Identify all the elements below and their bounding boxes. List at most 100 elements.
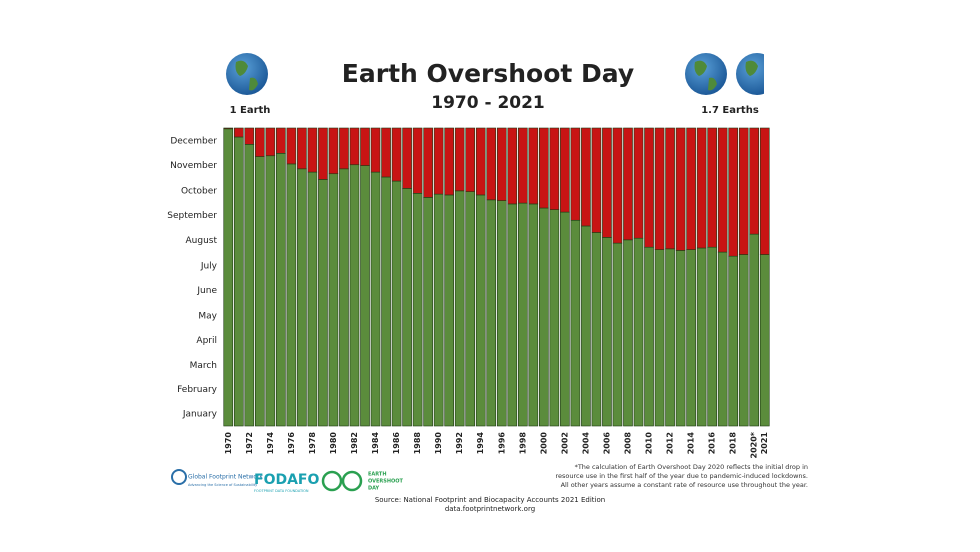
bar-segment	[707, 127, 717, 248]
x-tick-label: 1976	[287, 432, 296, 455]
x-tick-label: 1972	[245, 432, 254, 454]
bar-segment	[665, 248, 675, 427]
bar-segment	[517, 127, 528, 204]
x-tick-label: 1996	[497, 432, 506, 455]
bar-segment	[349, 127, 360, 166]
bar-segment	[507, 127, 518, 205]
logos: Global Footprint Network Advancing the S…	[171, 469, 404, 493]
bar-segment	[402, 188, 412, 427]
y-tick-label: February	[177, 385, 218, 395]
bar-segment	[549, 127, 560, 210]
bar-segment	[549, 209, 560, 427]
bar-segment	[686, 249, 696, 427]
bar-segment	[581, 225, 591, 427]
bar-segment	[560, 211, 570, 427]
bar-segment	[360, 165, 370, 427]
y-tick-label: June	[196, 286, 217, 296]
x-tick-label: 2008	[623, 432, 632, 455]
bar-segment	[254, 127, 265, 157]
bar-segment	[623, 239, 633, 427]
y-tick-label: December	[170, 137, 217, 147]
bar-segment	[339, 168, 349, 427]
x-tick-label: 1984	[371, 432, 380, 455]
bar-segment	[223, 128, 234, 427]
bar-segment	[486, 199, 497, 427]
bar-segment	[591, 232, 602, 427]
x-tick-label: 1970	[224, 432, 233, 455]
bar-segment	[517, 202, 528, 427]
bar-segment	[412, 193, 423, 427]
bar-segment	[654, 249, 665, 427]
logo-text: EARTH	[368, 472, 387, 478]
bar-segment	[276, 153, 286, 427]
bar-segment	[749, 233, 760, 427]
bar-segment	[454, 127, 465, 192]
x-tick-label: 2002	[560, 432, 569, 454]
bar-segment	[644, 127, 654, 248]
annotation: 1 Earth	[230, 105, 271, 116]
y-tick-label: April	[196, 336, 217, 346]
bar-segment	[444, 127, 454, 196]
bar-segment	[454, 190, 465, 427]
bar-segment	[254, 156, 265, 427]
bar-segment	[223, 127, 234, 130]
bar-segment	[233, 136, 244, 427]
bar-segment	[728, 255, 739, 427]
footnote: resource use in the first half of the ye…	[555, 472, 808, 480]
bar-segment	[276, 127, 286, 154]
logo-text: FODAFO	[254, 472, 319, 488]
bar-segment	[423, 197, 433, 427]
y-tick-label: January	[182, 409, 218, 419]
bar-segment	[381, 176, 391, 427]
bar-segment	[675, 250, 686, 427]
x-tick-label: 2000	[539, 432, 548, 455]
y-tick-label: November	[170, 161, 217, 171]
bar-segment	[581, 127, 591, 227]
bar-segment	[738, 127, 749, 255]
bar-segment	[307, 127, 318, 173]
bar-segment	[696, 127, 707, 249]
bar-segment	[496, 200, 507, 427]
bar-segment	[381, 127, 391, 178]
bar-segment	[717, 251, 728, 427]
bar-segment	[391, 127, 402, 182]
bar-segment	[433, 127, 444, 195]
bar-segment	[570, 127, 581, 221]
x-tick-label: 2004	[581, 432, 590, 455]
bar-segment	[539, 207, 549, 427]
bar-segment	[496, 127, 507, 201]
bar-segment	[738, 254, 749, 427]
x-tick-label: 1974	[266, 432, 275, 455]
x-tick-label: 1990	[434, 432, 443, 455]
bar-segment	[654, 127, 665, 250]
x-tick-label: 2016	[708, 432, 717, 455]
y-tick-label: August	[186, 236, 218, 246]
bar-segment	[286, 163, 297, 427]
bar-segment	[475, 127, 486, 196]
x-tick-label: 2006	[602, 432, 611, 455]
bar-segment	[402, 127, 412, 189]
x-tick-label: 1980	[329, 432, 338, 455]
x-tick-label: 2010	[645, 432, 654, 455]
bar-segment	[444, 194, 454, 427]
bar-segment	[423, 127, 433, 198]
bar-segment	[412, 127, 423, 194]
bar-segment	[665, 127, 675, 250]
bar-segment	[759, 254, 770, 427]
y-tick-label: May	[198, 311, 217, 321]
bar-segment	[612, 242, 623, 427]
bar-segment	[370, 171, 381, 427]
annotation: 1.7 Earths	[701, 105, 759, 116]
footnote: *The calculation of Earth Overshoot Day …	[575, 463, 808, 471]
x-tick-label: 1988	[413, 432, 422, 455]
bar-segment	[328, 127, 339, 175]
bar-segment	[360, 127, 370, 166]
bar-segment	[318, 179, 328, 427]
bar-segment	[602, 237, 612, 427]
bar-segment	[265, 155, 276, 427]
chart-subtitle: 1970 - 2021	[431, 93, 545, 113]
bar-segment	[349, 164, 360, 427]
x-tick-label: 2021	[760, 432, 769, 455]
y-tick-label: March	[190, 361, 217, 371]
bar-segment	[307, 171, 318, 427]
